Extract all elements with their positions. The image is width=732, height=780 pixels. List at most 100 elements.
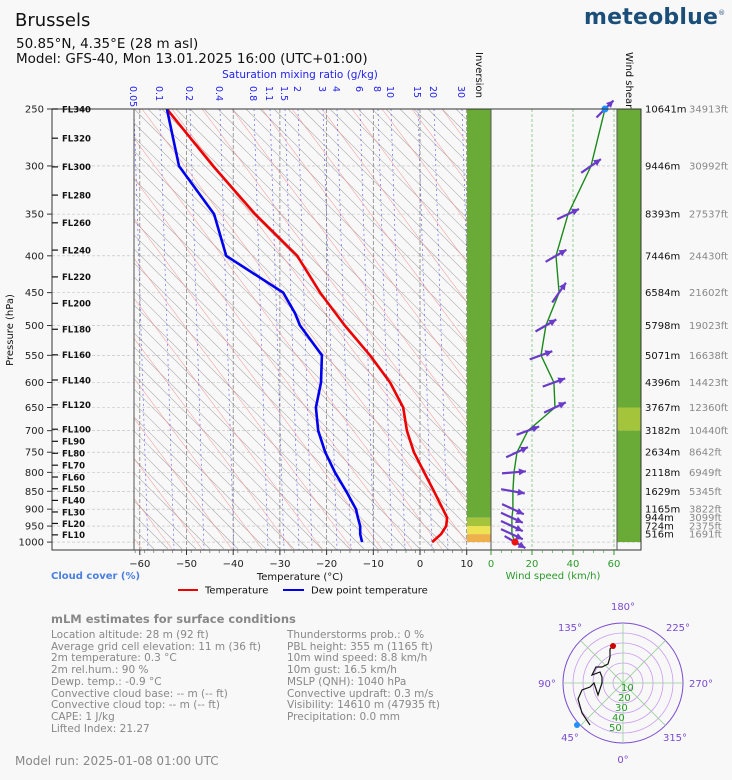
mixing-ratio-label: 0.4 xyxy=(213,86,224,101)
location-coords: 50.85°N, 4.35°E (28 m asl) xyxy=(16,36,199,52)
dry-adiabat xyxy=(134,234,449,550)
mixing-ratio-line xyxy=(417,109,433,550)
y-axis-label: Pressure (hPa) xyxy=(5,294,16,366)
flight-level-label: FL80 xyxy=(62,450,85,460)
wind-arrow xyxy=(543,401,567,414)
mixing-ratio-label: 20 xyxy=(427,86,438,98)
temp-tick-label: 10 xyxy=(460,559,473,570)
dry-adiabat xyxy=(134,136,467,471)
chart-legend: Temperature Dew point temperature xyxy=(178,586,428,597)
logo-text: meteoblue xyxy=(584,5,719,30)
pressure-tick-label: 700 xyxy=(25,426,44,437)
mixing-ratio-line xyxy=(433,109,449,550)
pressure-tick-label: 400 xyxy=(25,251,44,262)
wind-tick-label: 60 xyxy=(608,559,621,570)
moist-adiabat xyxy=(134,297,323,550)
pressure-tick-label: 250 xyxy=(25,105,44,116)
wind-arrow-head xyxy=(558,249,567,257)
x-axis-label: Temperature (°C) xyxy=(256,572,343,583)
surface-info-line: 2m temperature: 0.3 °C xyxy=(51,652,177,665)
moist-adiabat xyxy=(134,217,383,550)
wind-arrow-head xyxy=(531,425,540,433)
mixing-ratio-label: 30 xyxy=(455,86,466,98)
pressure-tick-label: 600 xyxy=(25,378,44,389)
pressure-tick-label: 300 xyxy=(25,161,44,172)
registered-mark: ® xyxy=(718,9,726,17)
mixing-ratio-line xyxy=(189,109,205,550)
dry-adiabat xyxy=(301,109,467,275)
pressure-tick-label: 500 xyxy=(25,321,44,332)
hodograph-top-marker xyxy=(574,722,580,728)
dry-adiabat xyxy=(231,109,467,345)
height-ft-label: 16638ft xyxy=(689,351,728,362)
hodograph-direction-label: 135° xyxy=(558,623,582,634)
height-m-label: 2118m xyxy=(645,468,680,479)
mixing-ratio-label: 1.1 xyxy=(263,86,274,101)
mixing-ratio-line xyxy=(377,109,393,550)
pressure-tick-label: 350 xyxy=(25,210,44,221)
surface-info-line: PBL height: 355 m (1165 ft) xyxy=(287,640,433,653)
height-ft-label: 1691ft xyxy=(689,530,722,541)
flight-level-label: FL90 xyxy=(62,438,85,448)
flight-level-label: FL70 xyxy=(62,462,85,472)
wind-arrow-head xyxy=(557,377,566,385)
flight-level-label: FL20 xyxy=(62,520,85,530)
legend-dewpoint[interactable]: Dew point temperature xyxy=(311,586,428,597)
legend-temperature[interactable]: Temperature xyxy=(204,586,268,597)
dry-adiabat xyxy=(371,109,467,205)
dry-adiabat xyxy=(134,472,211,550)
meteoblue-logo[interactable]: meteoblue® xyxy=(584,5,725,30)
height-m-label: 944m xyxy=(645,513,674,524)
dry-adiabat xyxy=(134,164,467,499)
dry-adiabat xyxy=(134,430,253,550)
pressure-tick-label: 850 xyxy=(25,487,44,498)
flight-level-label: FL260 xyxy=(62,219,91,229)
height-m-label: 5071m xyxy=(645,351,680,362)
dry-adiabat xyxy=(217,109,467,359)
wind-shear-band xyxy=(617,109,641,408)
dry-adiabat xyxy=(203,109,467,373)
height-ft-label: 2375ft xyxy=(689,522,722,533)
wind-arrow-head xyxy=(515,516,523,523)
dry-adiabat xyxy=(134,318,365,550)
height-ft-label: 12360ft xyxy=(689,403,728,414)
mixing-ratio-label: 6 xyxy=(353,86,364,92)
dry-adiabat xyxy=(189,109,467,387)
moist-adiabat xyxy=(351,109,467,263)
mixing-ratio-line xyxy=(269,109,285,550)
dry-adiabat xyxy=(134,220,463,550)
pressure-tick-label: 450 xyxy=(25,288,44,299)
height-ft-label: 5345ft xyxy=(689,487,722,498)
dry-adiabat xyxy=(399,109,467,177)
pressure-tick-label: 1000 xyxy=(19,538,44,549)
height-ft-label: 21602ft xyxy=(689,288,728,299)
wind-arrow xyxy=(501,468,526,476)
wind-arrow xyxy=(529,350,553,361)
hodograph-direction-label: 90° xyxy=(538,679,556,690)
surface-title: mLM estimates for surface conditions xyxy=(51,612,296,626)
hodograph-direction-label: 45° xyxy=(561,733,579,744)
wind-arrow-head xyxy=(516,508,524,515)
hodograph-direction-label: 315° xyxy=(663,733,687,744)
surface-info-line: Precipitation: 0.0 mm xyxy=(287,710,400,723)
wind-arrow xyxy=(505,446,529,459)
pressure-tick-label: 550 xyxy=(25,351,44,362)
mixing-ratio-label: 0.8 xyxy=(247,86,258,101)
surface-info-line: 10m wind speed: 8.8 km/h xyxy=(287,652,428,665)
dry-adiabat xyxy=(134,416,267,550)
surface-info-line: 10m gust: 16.5 km/h xyxy=(287,664,397,677)
height-m-label: 4396m xyxy=(645,378,680,389)
height-m-label: 10641m xyxy=(645,105,687,116)
surface-info-line: Lifted Index: 21.27 xyxy=(51,722,150,735)
height-m-label: 724m xyxy=(645,522,674,533)
wind-arrow-head xyxy=(515,525,523,532)
location-title: Brussels xyxy=(15,10,91,31)
moist-adiabat xyxy=(231,109,467,423)
height-ft-label: 34913ft xyxy=(689,105,728,116)
hodograph-direction-label: 270° xyxy=(689,679,713,690)
hodograph-trace xyxy=(577,645,614,726)
height-m-label: 6584m xyxy=(645,288,680,299)
height-m-label: 516m xyxy=(645,530,674,541)
height-ft-label: 24430ft xyxy=(689,251,728,262)
temp-tick-label: −50 xyxy=(176,559,197,570)
